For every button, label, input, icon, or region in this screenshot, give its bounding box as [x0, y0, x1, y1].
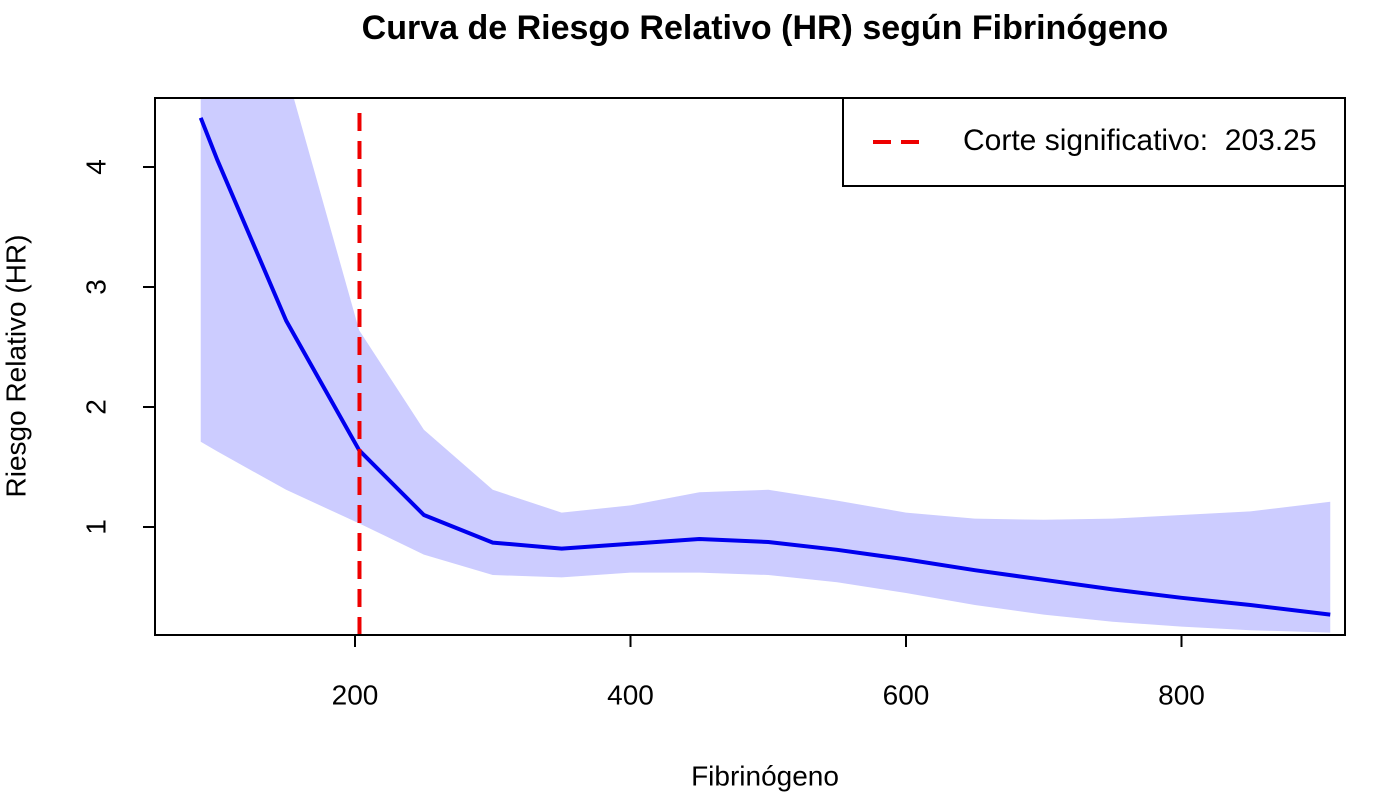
x-tick-label: 600: [883, 679, 930, 710]
legend-box: [842, 97, 1346, 187]
axes: 200 400 600 800 1 2 3 4: [80, 97, 1346, 710]
x-axis-label: Fibrinógeno: [691, 760, 839, 791]
legend: Corte significativo: 203.25: [842, 97, 1346, 187]
confidence-band: [200, 98, 1331, 633]
x-tick-label: 800: [1158, 679, 1205, 710]
y-tick-label: 1: [80, 519, 111, 535]
y-tick-label: 2: [80, 399, 111, 415]
y-tick-label: 3: [80, 279, 111, 295]
legend-label: Corte significativo: 203.25: [963, 124, 1317, 157]
y-axis-label: Riesgo Relativo (HR): [0, 235, 31, 498]
plot-frame: [154, 97, 1346, 636]
plot-area: [198, 98, 1331, 635]
hr-line: [198, 117, 1331, 617]
chart-title: Curva de Riesgo Relativo (HR) según Fibr…: [362, 9, 1169, 47]
x-tick-label: 400: [607, 679, 654, 710]
x-tick-label: 200: [332, 679, 379, 710]
y-tick-label: 4: [80, 159, 111, 175]
